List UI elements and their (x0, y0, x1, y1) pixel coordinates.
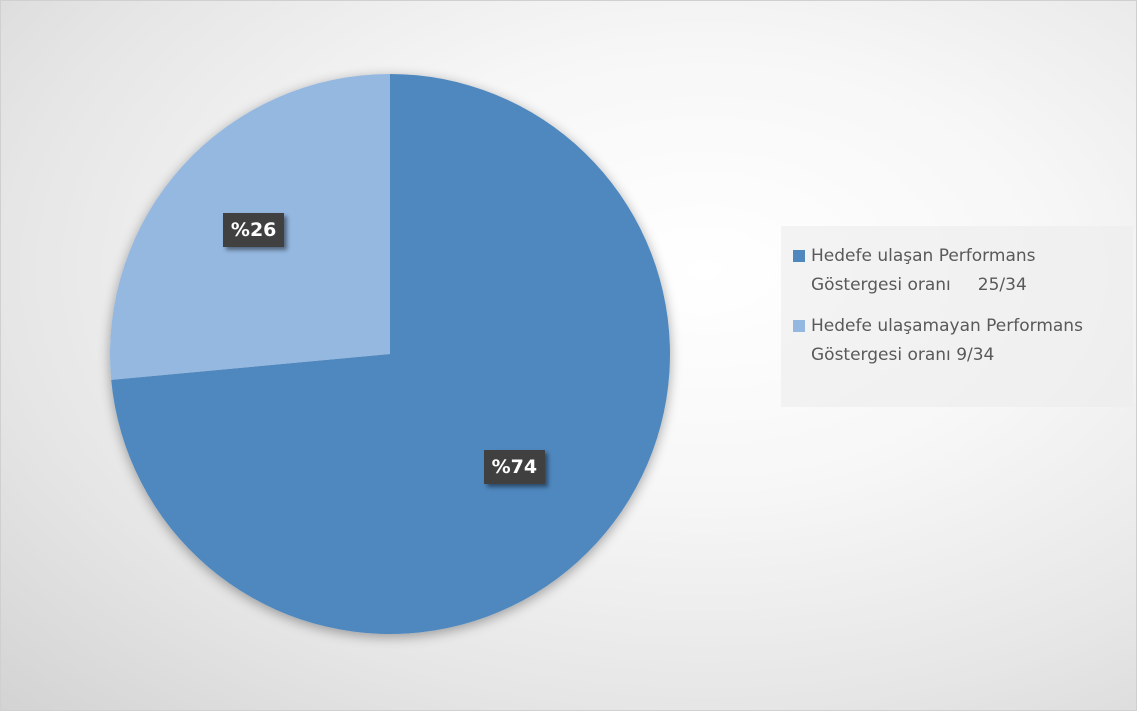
legend-swatch-1 (793, 250, 805, 262)
data-label-slice-1: %74 (483, 450, 546, 485)
legend-label-1: Hedefe ulaşan Performans Göstergesi oran… (811, 242, 1036, 300)
legend-label-2-line-1: Hedefe ulaşamayan Performans (811, 316, 1083, 336)
pie-slices (109, 74, 670, 634)
legend-label-2: Hedefe ulaşamayan Performans Göstergesi … (811, 312, 1083, 370)
legend-label-2-line-2: Göstergesi oranı 9/34 (811, 345, 995, 365)
legend-label-1-line-1: Hedefe ulaşan Performans (811, 246, 1036, 266)
legend: Hedefe ulaşan Performans Göstergesi oran… (781, 226, 1133, 407)
pie-slice-1 (111, 74, 670, 634)
legend-entry-2: Hedefe ulaşamayan Performans Göstergesi … (793, 312, 1133, 370)
data-label-slice-2: %26 (222, 212, 285, 247)
legend-entry-1: Hedefe ulaşan Performans Göstergesi oran… (793, 242, 1133, 300)
legend-label-1-line-2: Göstergesi oranı 25/34 (811, 275, 1027, 295)
legend-swatch-2 (793, 320, 805, 332)
